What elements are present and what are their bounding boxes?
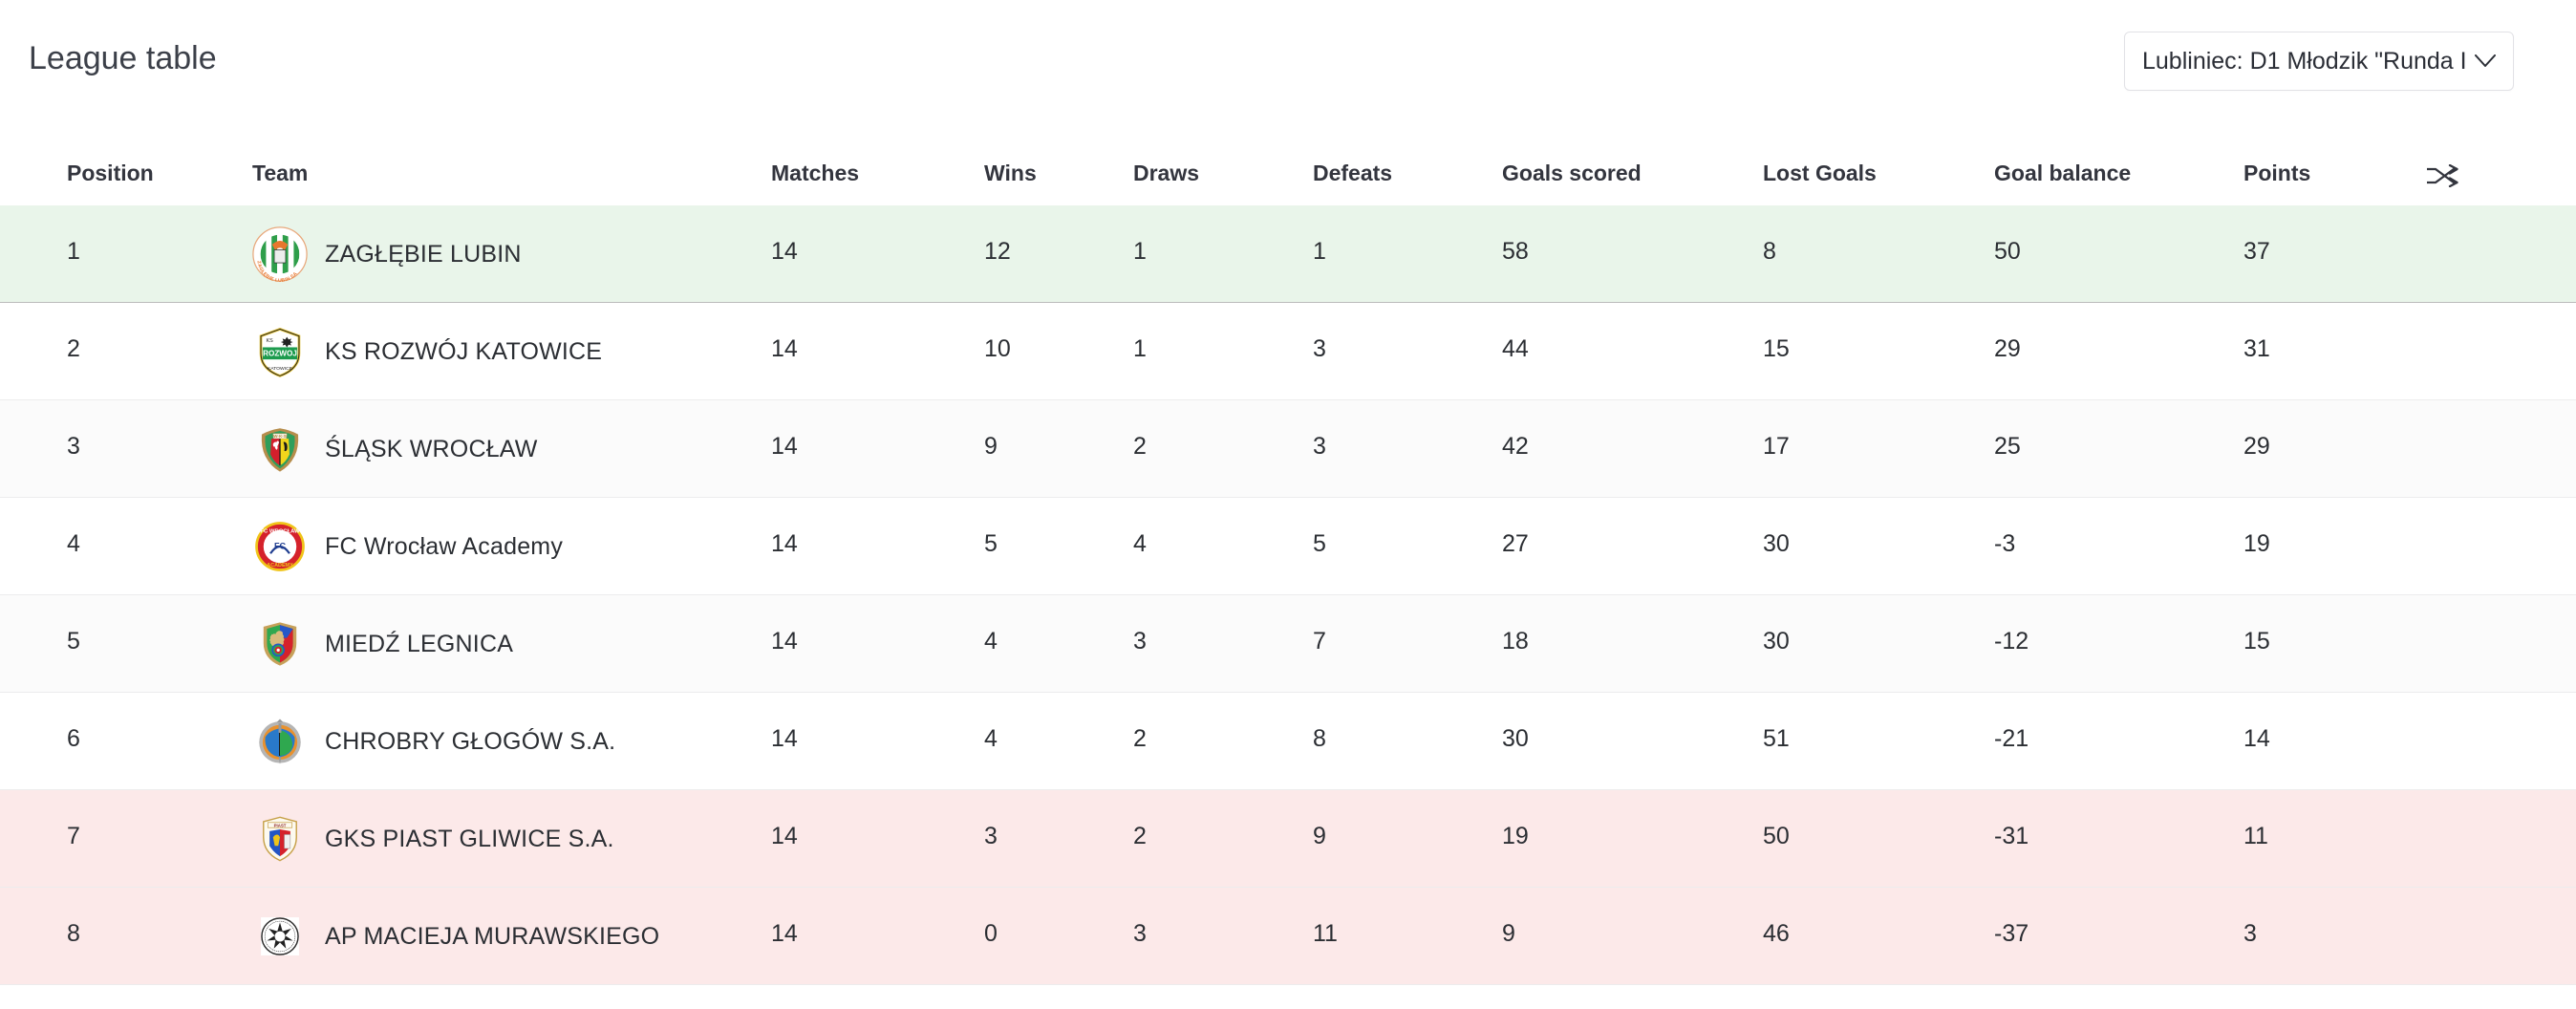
- svg-text:KS: KS: [267, 338, 274, 344]
- svg-text:PIAST: PIAST: [274, 823, 287, 827]
- svg-text:W·K·S: W·K·S: [273, 434, 287, 439]
- svg-text:KATOWICE: KATOWICE: [268, 366, 293, 372]
- svg-text:ACADEMY: ACADEMY: [267, 563, 293, 569]
- svg-text:ROZWOJ: ROZWOJ: [263, 350, 297, 358]
- svg-text:FC WROCŁAW: FC WROCŁAW: [260, 529, 300, 535]
